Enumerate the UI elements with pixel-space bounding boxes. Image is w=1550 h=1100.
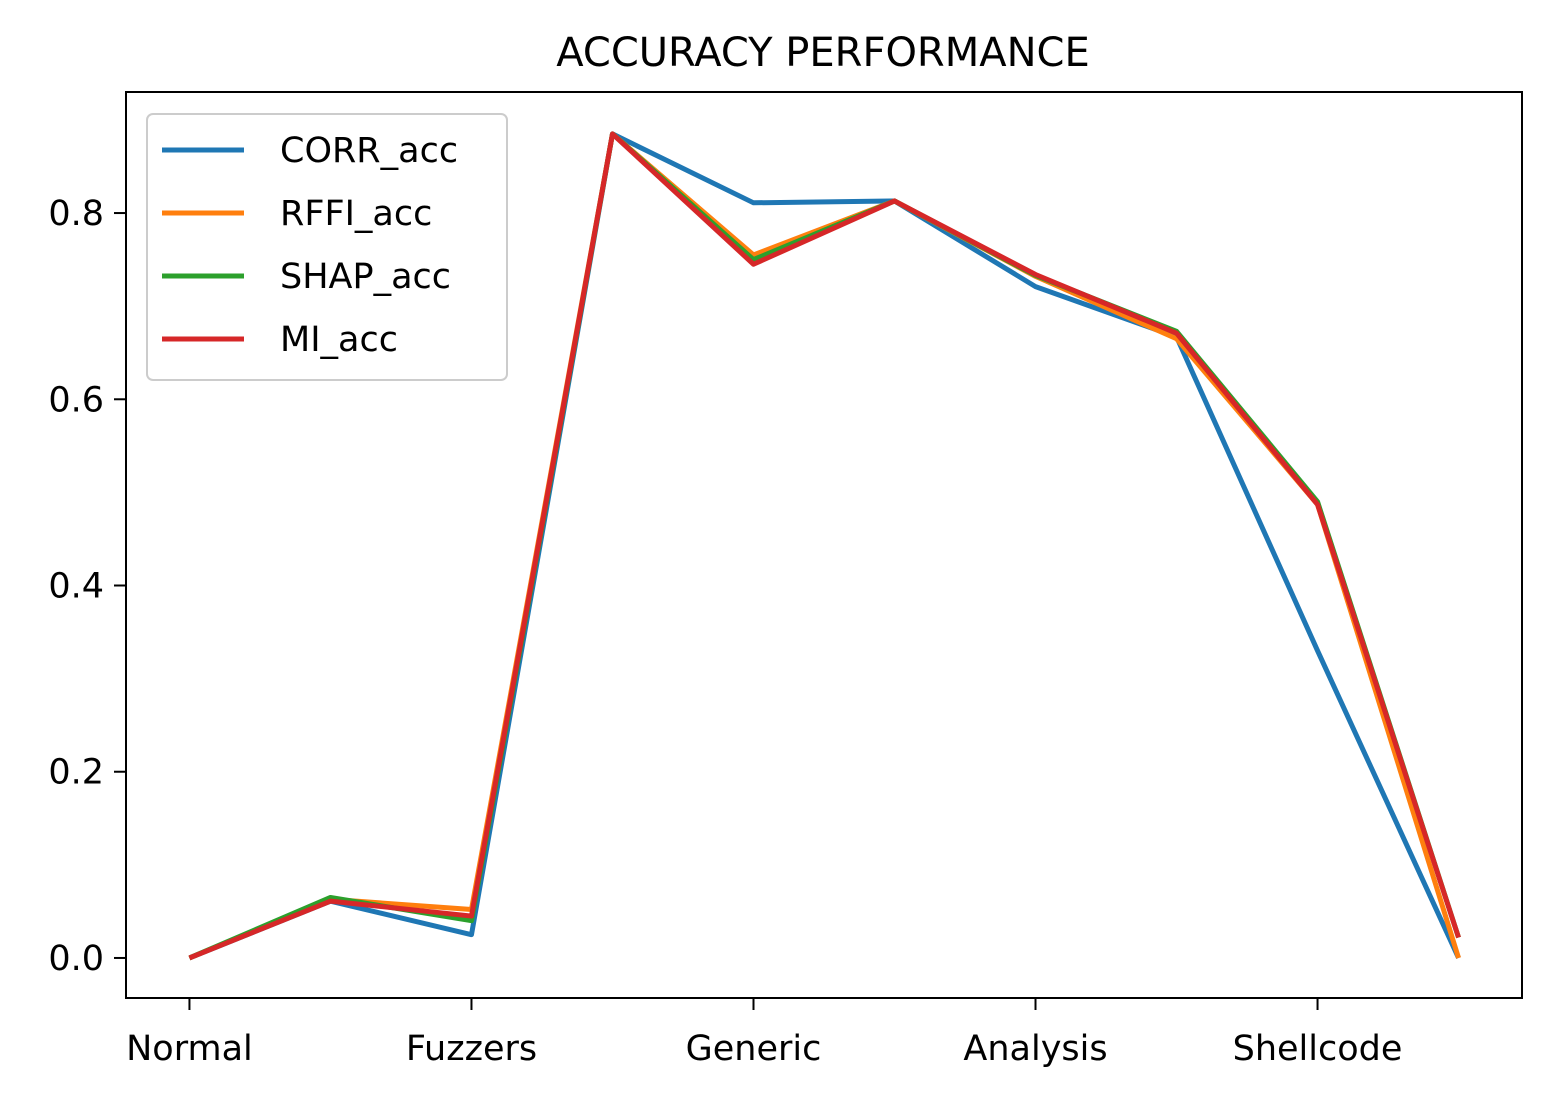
y-tick-label: 0.2 xyxy=(48,753,104,793)
y-tick-label: 0.4 xyxy=(48,567,104,607)
legend-label: MI_acc xyxy=(280,320,398,360)
legend-label: RFFI_acc xyxy=(280,194,432,234)
x-tick-label: Normal xyxy=(126,1029,253,1069)
legend-label: CORR_acc xyxy=(280,131,458,171)
series-line-mi-acc xyxy=(188,131,1461,961)
plot-area: Normal Fuzzers Generic Analysis Shellcode 0.0… xyxy=(48,91,1523,1069)
legend-box xyxy=(146,113,508,381)
y-tick-label: 0.0 xyxy=(48,939,104,979)
y-tick-label: 0.6 xyxy=(48,380,104,420)
x-tick-label: Analysis xyxy=(963,1029,1107,1069)
legend-label: SHAP_acc xyxy=(280,257,451,297)
x-tick-label: Shellcode xyxy=(1233,1029,1403,1069)
axes-frame xyxy=(125,91,1523,999)
chart-title: ACCURACY PERFORMANCE xyxy=(556,30,1089,76)
x-tick-label: Generic xyxy=(686,1029,822,1069)
series-line-corr-acc xyxy=(188,131,1461,961)
y-tick-label: 0.8 xyxy=(48,194,104,234)
x-tick-label: Fuzzers xyxy=(406,1029,537,1069)
